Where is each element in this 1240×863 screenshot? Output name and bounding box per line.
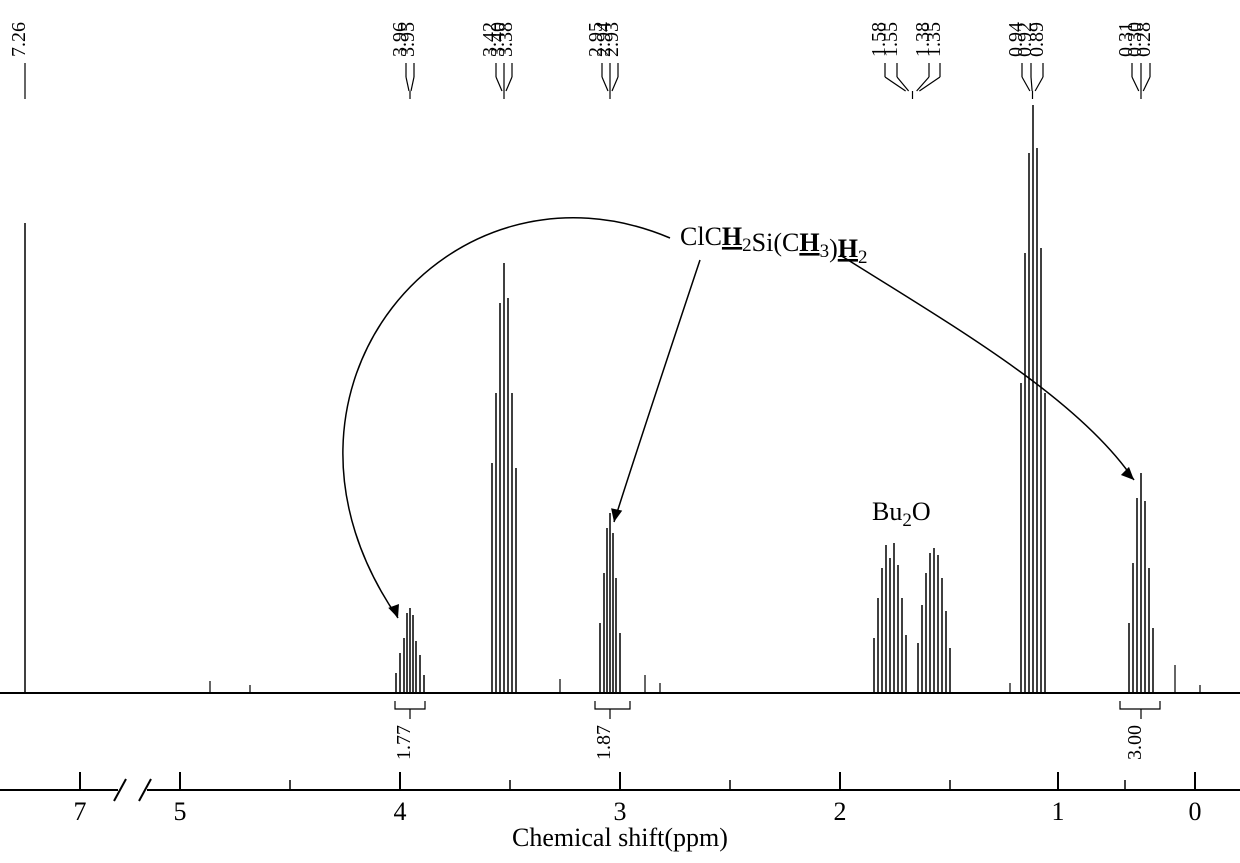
peak-label-tick <box>1143 77 1150 91</box>
integral-value: 1.87 <box>593 725 615 760</box>
peak-ppm-label: 3.95 <box>397 22 419 57</box>
annotation-arrow <box>614 260 700 522</box>
integral-bracket <box>395 701 425 709</box>
peak-label-tick <box>612 77 618 91</box>
peak-label-tick <box>406 77 409 91</box>
peak-label-tick <box>1035 77 1043 91</box>
peak-label-tick <box>1031 77 1032 91</box>
x-axis-tick-label: 4 <box>394 797 407 826</box>
integral-value: 1.77 <box>393 725 415 760</box>
arrow-head-icon <box>1121 467 1134 480</box>
peak-ppm-label: 1.55 <box>880 22 902 57</box>
integral-bracket <box>1120 701 1160 709</box>
x-axis-tick-label: 1 <box>1052 797 1065 826</box>
peak-label-tick <box>602 77 608 91</box>
peak-ppm-label: 3.38 <box>495 22 517 57</box>
peak-label-tick <box>506 77 512 91</box>
bu2o-annotation: Bu2O <box>872 497 931 531</box>
x-axis-tick-label: 7 <box>74 797 87 826</box>
annotation-arrow <box>343 218 670 618</box>
formula-annotation: ClCH2Si(CH3)H2 <box>680 222 867 268</box>
x-axis-tick-label: 0 <box>1189 797 1202 826</box>
peak-label-tick <box>1022 77 1030 91</box>
peak-ppm-label: 0.28 <box>1133 22 1155 57</box>
integral-bracket <box>595 701 630 709</box>
x-axis-tick-label: 3 <box>614 797 627 826</box>
peak-label-tick <box>496 77 502 91</box>
axis-break-gap <box>118 787 147 793</box>
x-axis-tick-label: 2 <box>834 797 847 826</box>
peak-ppm-label: 7.26 <box>8 22 30 57</box>
arrow-head-icon <box>611 508 622 522</box>
peak-ppm-label: 1.35 <box>923 22 945 57</box>
peak-ppm-label: 0.89 <box>1026 22 1048 57</box>
x-axis-tick-label: 5 <box>174 797 187 826</box>
integral-value: 3.00 <box>1124 725 1146 760</box>
peak-label-tick <box>411 77 414 91</box>
peak-ppm-label: 2.93 <box>601 22 623 57</box>
annotation-arrow <box>840 255 1134 480</box>
peak-label-tick <box>1132 77 1139 91</box>
x-axis-label: Chemical shift(ppm) <box>512 823 728 852</box>
